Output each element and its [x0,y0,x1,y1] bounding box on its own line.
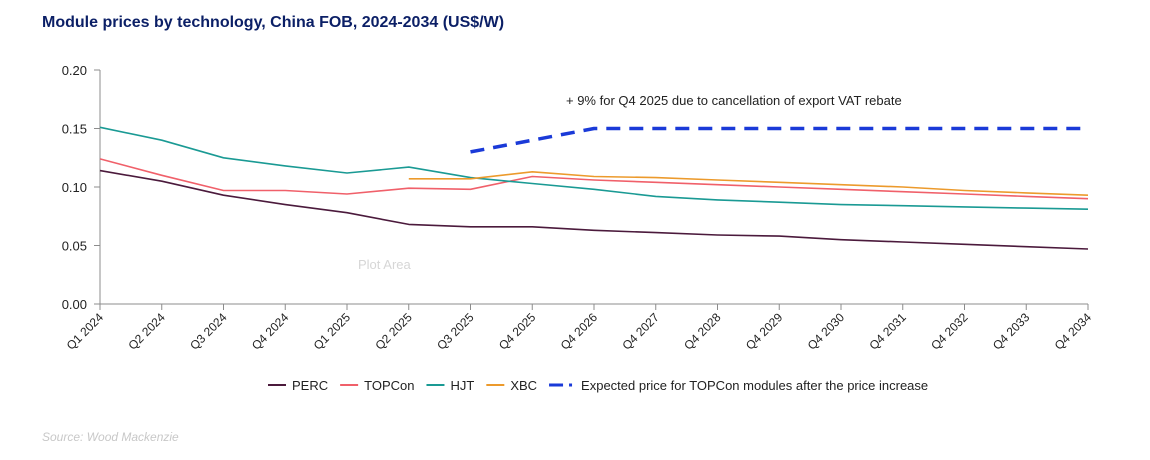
x-tick-label: Q4 2025 [496,310,539,353]
x-tick-label: Q4 2026 [558,310,601,353]
x-tick-label: Q3 2025 [434,310,477,353]
legend-label: HJT [450,378,474,393]
x-tick-label: Q4 2027 [619,310,662,353]
x-tick-label: Q2 2025 [372,310,415,353]
legend: PERC TOPCon HJT XBC Expected price for TOPCo… [268,378,928,393]
x-tick-label: Q4 2031 [866,310,909,353]
annotation-text: + 9% for Q4 2025 due to cancellation of … [566,93,902,108]
y-tick-label: 0.05 [62,239,87,254]
legend-label: XBC [510,378,537,393]
series-line-expected-price-for-topcon-modu [470,126,1088,154]
series-line-xbc [408,171,1089,196]
y-tick-label: 0.10 [62,180,87,195]
legend-label: Expected price for TOPCon modules after … [581,378,928,393]
x-tick-label: Q1 2024 [64,310,107,353]
series-layer [99,126,1089,250]
legend-label: TOPCon [364,378,414,393]
x-tick-label: Q4 2030 [805,310,848,353]
y-tick-label: 0.15 [62,122,87,137]
y-tick-label: 0.00 [62,297,87,312]
series-line-perc [99,169,1089,250]
x-tick-label: Q4 2029 [743,310,786,353]
x-axis: Q1 2024 Q2 2024 Q3 2024 Q4 2024 Q1 2025 Q2 20… [64,303,1095,353]
x-tick-label: Q4 2033 [990,310,1033,353]
x-tick-label: Q1 2025 [311,310,354,353]
x-tick-label: Q4 2034 [1052,310,1095,353]
y-tick-label: 0.20 [62,63,87,78]
x-tick-label: Q4 2024 [249,310,292,353]
series-line-hjt [99,126,1089,210]
x-tick-label: Q2 2024 [125,310,168,353]
x-tick-label: Q4 2032 [928,310,971,353]
chart-title: Module prices by technology, China FOB, … [42,14,505,31]
legend-label: PERC [292,378,328,393]
source-note: Source: Wood Mackenzie [42,430,179,444]
plot-area-label: Plot Area [358,257,412,272]
series-line-topcon [99,158,1089,200]
x-tick-label: Q4 2028 [681,310,724,353]
y-axis: 0.00 0.05 0.10 0.15 0.20 [62,63,101,312]
x-tick-label: Q3 2024 [187,310,230,353]
